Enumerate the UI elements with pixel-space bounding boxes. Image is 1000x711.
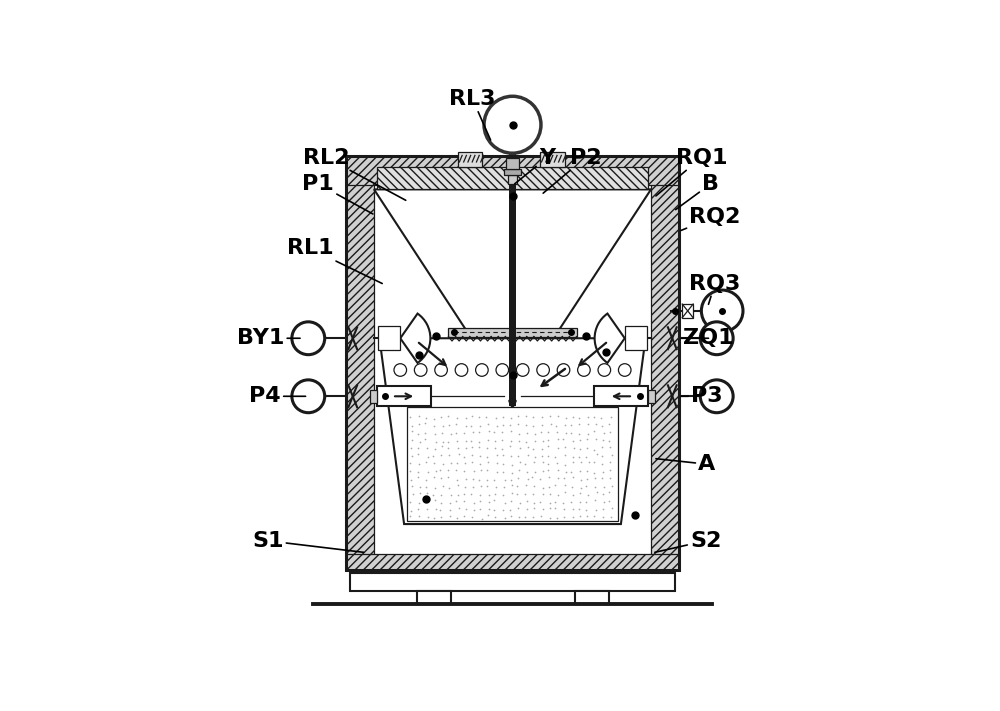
Circle shape xyxy=(578,364,590,376)
Circle shape xyxy=(618,364,631,376)
Text: P3: P3 xyxy=(681,386,723,406)
Bar xyxy=(648,390,655,403)
Circle shape xyxy=(700,322,733,355)
Circle shape xyxy=(557,364,570,376)
Text: RL2: RL2 xyxy=(303,148,406,201)
Bar xyxy=(346,156,679,570)
Text: RQ3: RQ3 xyxy=(689,274,741,304)
Text: Y: Y xyxy=(515,148,555,184)
Text: RQ1: RQ1 xyxy=(656,148,727,196)
Circle shape xyxy=(292,322,325,355)
Bar xyxy=(575,591,609,604)
Text: S2: S2 xyxy=(655,531,721,552)
Text: ZQ1: ZQ1 xyxy=(681,328,734,348)
Bar xyxy=(346,554,679,570)
Bar xyxy=(377,168,648,189)
Circle shape xyxy=(484,96,541,153)
Text: S1: S1 xyxy=(252,531,364,552)
Circle shape xyxy=(516,364,529,376)
Circle shape xyxy=(414,364,427,376)
Wedge shape xyxy=(400,314,430,363)
Bar xyxy=(346,156,374,570)
Text: B: B xyxy=(676,174,719,210)
Circle shape xyxy=(435,364,447,376)
Circle shape xyxy=(476,364,488,376)
Bar xyxy=(625,326,647,351)
Polygon shape xyxy=(379,338,646,524)
Text: P2: P2 xyxy=(543,148,601,193)
Bar xyxy=(407,407,618,521)
Text: P4: P4 xyxy=(249,386,306,406)
Bar xyxy=(594,387,648,406)
Bar xyxy=(651,156,679,570)
Text: RL1: RL1 xyxy=(287,238,382,284)
Circle shape xyxy=(496,364,509,376)
Bar xyxy=(458,152,482,168)
Wedge shape xyxy=(595,314,625,363)
Bar xyxy=(682,304,693,318)
Text: A: A xyxy=(656,454,715,474)
Text: BY1: BY1 xyxy=(237,328,300,348)
Circle shape xyxy=(394,364,407,376)
Bar xyxy=(370,390,377,403)
Circle shape xyxy=(700,380,733,412)
Bar xyxy=(540,152,565,168)
Text: RQ2: RQ2 xyxy=(681,207,741,230)
Bar xyxy=(346,156,679,185)
Bar xyxy=(448,328,577,336)
Circle shape xyxy=(537,364,549,376)
Bar xyxy=(417,591,451,604)
Circle shape xyxy=(701,290,743,332)
Bar xyxy=(350,573,675,591)
Circle shape xyxy=(292,380,325,412)
Text: RL3: RL3 xyxy=(449,89,496,140)
Bar xyxy=(504,169,521,175)
Bar xyxy=(378,326,400,351)
Bar xyxy=(506,158,519,169)
Bar xyxy=(377,387,431,406)
Bar xyxy=(508,175,517,184)
Bar xyxy=(509,151,516,156)
Circle shape xyxy=(455,364,468,376)
Bar xyxy=(509,151,516,405)
Polygon shape xyxy=(374,189,651,338)
Circle shape xyxy=(598,364,611,376)
Text: P1: P1 xyxy=(302,174,373,214)
